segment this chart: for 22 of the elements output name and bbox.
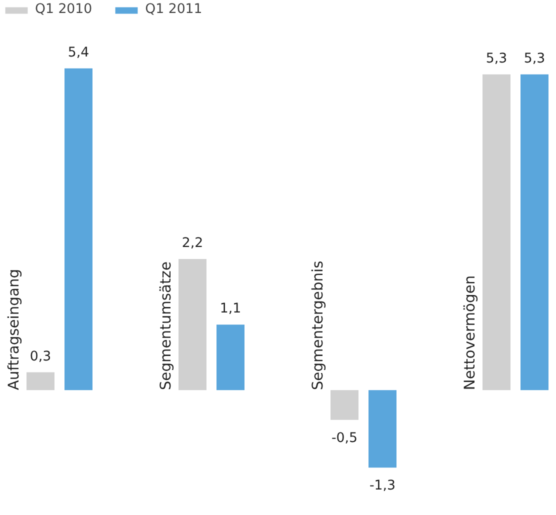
- data-label: 5,3: [486, 51, 508, 66]
- data-label: 5,3: [524, 51, 546, 66]
- bar: [520, 74, 548, 390]
- x-tick-label: Nettovermögen: [462, 275, 478, 390]
- data-label: 5,4: [68, 45, 90, 60]
- x-tick-label: Segmentumsätze: [158, 262, 174, 390]
- bar: [368, 390, 396, 468]
- data-label: -0,5: [331, 430, 358, 446]
- legend-label: Q1 2010: [35, 2, 92, 17]
- bar: [64, 68, 92, 390]
- x-tick-label: Segmentergebnis: [310, 260, 326, 390]
- bar: [26, 372, 54, 390]
- data-label: 1,1: [220, 302, 242, 317]
- bar: [482, 74, 510, 390]
- legend-label: Q1 2011: [145, 2, 202, 17]
- bar: [178, 259, 206, 390]
- data-label: -1,3: [369, 478, 396, 494]
- data-label: 2,2: [182, 236, 204, 252]
- bar: [330, 390, 358, 420]
- data-label: 0,3: [30, 349, 52, 364]
- bar: [216, 324, 244, 390]
- x-tick-label: Auftragseingang: [6, 268, 22, 390]
